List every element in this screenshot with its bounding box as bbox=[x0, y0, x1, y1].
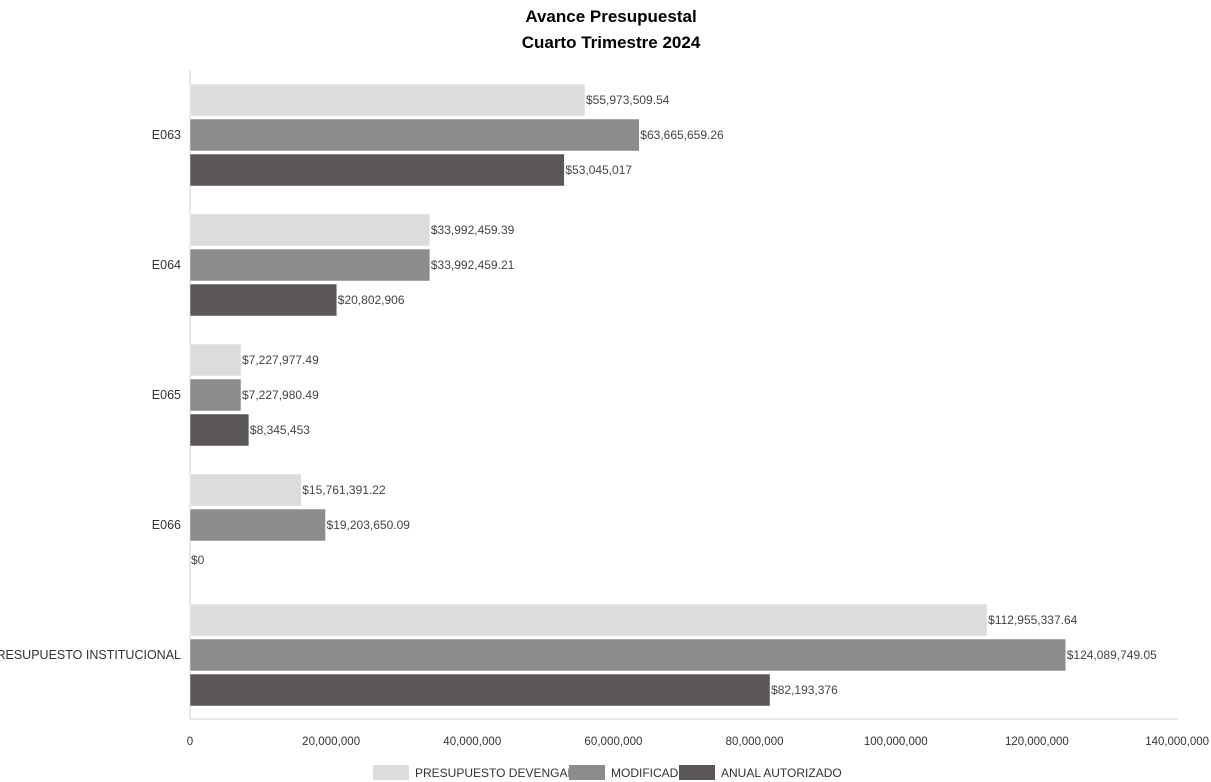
x-tick-label: 80,000,000 bbox=[726, 736, 784, 748]
bar bbox=[189, 638, 1066, 672]
data-label: $55,973,509.54 bbox=[586, 93, 670, 107]
category-label: E063 bbox=[152, 128, 181, 142]
category-label: E064 bbox=[152, 258, 181, 272]
bar bbox=[189, 213, 431, 247]
x-tick-label: 140,000,000 bbox=[1145, 736, 1209, 748]
data-label: $19,203,650.09 bbox=[327, 518, 411, 532]
bar bbox=[189, 603, 988, 637]
bar bbox=[189, 343, 242, 377]
legend-item: ANUAL AUTORIZADO bbox=[679, 765, 842, 780]
x-tick-label: 120,000,000 bbox=[1005, 736, 1069, 748]
bar bbox=[189, 83, 586, 117]
chart-title: Avance Presupuestal bbox=[525, 7, 696, 26]
data-label: $7,227,977.49 bbox=[242, 353, 319, 367]
plot-area: 0 20,000,000 40,000,000 60,000,000 80,000,00… bbox=[0, 70, 1209, 748]
x-tick-label: 0 bbox=[187, 736, 193, 748]
legend-swatch bbox=[679, 765, 715, 780]
data-label: $33,992,459.21 bbox=[431, 258, 515, 272]
bar bbox=[189, 118, 640, 152]
bar bbox=[189, 378, 242, 412]
x-tick-label: 100,000,000 bbox=[864, 736, 928, 748]
bar bbox=[189, 508, 326, 542]
legend-item: PRESUPUESTO DEVENGADO bbox=[373, 765, 585, 780]
data-label: $20,802,906 bbox=[338, 293, 405, 307]
bar bbox=[189, 248, 431, 282]
legend-item: MODIFICADO bbox=[569, 765, 688, 780]
legend-label: PRESUPUESTO DEVENGADO bbox=[415, 766, 585, 780]
data-label: $53,045,017 bbox=[565, 163, 632, 177]
legend: PRESUPUESTO DEVENGADO MODIFICADO ANUAL AUT… bbox=[373, 765, 842, 780]
bar bbox=[189, 413, 250, 447]
bar bbox=[189, 153, 565, 187]
data-label: $0 bbox=[191, 553, 205, 567]
x-tick-label: 20,000,000 bbox=[302, 736, 360, 748]
category-label: E065 bbox=[152, 388, 181, 402]
data-label: $33,992,459.39 bbox=[431, 223, 515, 237]
x-tick-label: 60,000,000 bbox=[584, 736, 642, 748]
legend-swatch bbox=[569, 765, 605, 780]
bar bbox=[189, 473, 302, 507]
data-label: $63,665,659.26 bbox=[640, 128, 724, 142]
x-tick-label: 40,000,000 bbox=[443, 736, 501, 748]
data-label: $82,193,376 bbox=[771, 683, 838, 697]
legend-swatch bbox=[373, 765, 409, 780]
data-label: $112,955,337.64 bbox=[988, 613, 1078, 627]
category-label: E066 bbox=[152, 518, 181, 532]
data-label: $15,761,391.22 bbox=[302, 483, 386, 497]
legend-label: MODIFICADO bbox=[611, 766, 688, 780]
chart-subtitle: Cuarto Trimestre 2024 bbox=[522, 33, 701, 52]
legend-label: ANUAL AUTORIZADO bbox=[721, 766, 842, 780]
data-label: $7,227,980.49 bbox=[242, 388, 319, 402]
category-label: PRESUPUESTO INSTITUCIONAL bbox=[0, 648, 181, 662]
data-label: $124,089,749.05 bbox=[1067, 648, 1157, 662]
bar bbox=[189, 673, 771, 707]
bar bbox=[189, 283, 338, 317]
data-label: $8,345,453 bbox=[250, 423, 310, 437]
